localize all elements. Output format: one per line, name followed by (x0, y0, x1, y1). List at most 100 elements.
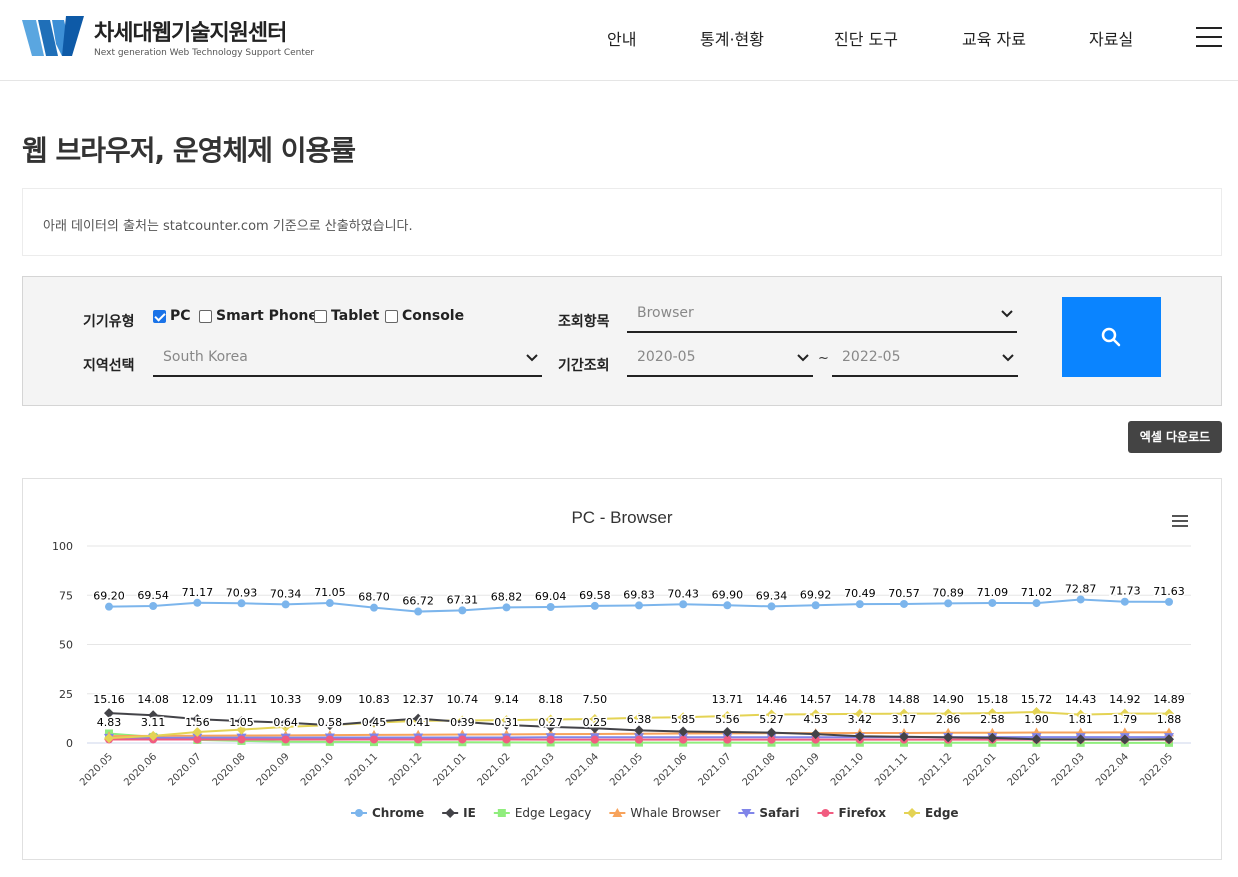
data-point (325, 599, 334, 608)
data-point (810, 709, 821, 720)
x-tick-label: 2022.03 (1050, 751, 1087, 788)
period-to-select[interactable]: 2022-05 (832, 343, 1018, 377)
nav-item-archive[interactable]: 자료실 (1089, 30, 1134, 49)
data-point (635, 601, 643, 610)
search-button[interactable] (1062, 297, 1161, 377)
data-label: 1.88 (1157, 713, 1182, 726)
x-tick-label: 2020.08 (211, 751, 248, 788)
data-label: 0.64 (273, 716, 298, 729)
data-point (811, 601, 820, 610)
chart-menu-icon[interactable] (1172, 515, 1190, 529)
nav-item-education[interactable]: 교육 자료 (962, 30, 1026, 49)
x-tick-label: 2022.04 (1094, 751, 1131, 788)
query-item-select[interactable]: Browser (627, 299, 1017, 333)
x-tick-label: 2020.07 (166, 751, 203, 788)
data-label: 69.90 (712, 588, 744, 601)
data-label: 5.56 (715, 713, 740, 726)
data-point (679, 600, 688, 609)
data-point (589, 723, 600, 734)
region-select[interactable]: South Korea (153, 343, 542, 377)
chevron-down-icon (1001, 310, 1013, 318)
data-label: 9.09 (318, 693, 343, 706)
device-checkbox-console[interactable]: Console (385, 308, 464, 324)
data-label: 10.33 (270, 693, 302, 706)
data-point (1031, 707, 1042, 718)
device-checkbox-smartphone[interactable]: Smart Phone (199, 308, 318, 324)
legend-item-edge: Edge (925, 806, 959, 820)
period-from-value: 2020-05 (637, 349, 696, 365)
data-label: 5.85 (671, 713, 696, 726)
data-point (236, 716, 247, 727)
data-label: 1.81 (1068, 713, 1093, 726)
data-point (369, 716, 379, 727)
data-label: 69.58 (579, 589, 611, 602)
data-point (766, 709, 777, 720)
data-label: 10.83 (358, 693, 390, 706)
site-logo[interactable]: 차세대웹기술지원센터 Next generation Web Technolog… (22, 16, 314, 62)
chart-panel: PC - Browser 0 25 50 75 100 2020.05 2020.06 2020… (22, 478, 1222, 860)
data-point (590, 735, 599, 744)
data-label: 0.58 (318, 716, 343, 729)
nav-item-diagnostic-tools[interactable]: 진단 도구 (834, 30, 898, 49)
data-label: 14.46 (756, 693, 788, 706)
data-point (148, 730, 159, 741)
data-point (546, 735, 555, 744)
data-label: 67.31 (447, 593, 479, 606)
data-label: 15.72 (1021, 693, 1053, 706)
data-point (502, 603, 511, 612)
data-point (545, 721, 556, 732)
nav-item-guide[interactable]: 안내 (607, 30, 637, 49)
data-label: 70.57 (888, 587, 920, 600)
data-label: 69.04 (535, 590, 567, 603)
data-point (457, 716, 468, 727)
checkbox-checked-icon[interactable] (153, 309, 166, 323)
query-item-value: Browser (637, 305, 694, 321)
checkbox-icon[interactable] (199, 309, 212, 323)
data-label: 69.34 (756, 589, 788, 602)
nav-item-statistics[interactable]: 통계·현황 (700, 30, 764, 49)
y-tick-label: 50 (59, 639, 73, 652)
query-item-label: 조회항목 (558, 314, 610, 330)
data-point (413, 713, 424, 724)
data-point (104, 733, 114, 744)
data-label: 69.54 (137, 589, 169, 602)
data-point (855, 600, 864, 609)
data-label: 12.09 (182, 693, 214, 706)
data-point (281, 735, 290, 744)
y-tick-label: 0 (66, 737, 73, 750)
data-label: 68.70 (358, 591, 390, 604)
checkbox-icon[interactable] (314, 309, 327, 323)
data-label: 0.45 (362, 716, 387, 729)
x-tick-label: 2021.05 (608, 751, 645, 788)
data-point (445, 808, 456, 818)
device-checkbox-tablet[interactable]: Tablet (314, 308, 379, 324)
period-separator: ~ (818, 351, 829, 366)
legend-item-firefox: Firefox (838, 806, 886, 820)
data-point (1165, 597, 1173, 606)
legend-item-whale-browser: Whale Browser (630, 806, 720, 820)
x-tick-label: 2021.09 (785, 751, 822, 788)
logo-subtitle: Next generation Web Technology Support C… (94, 47, 315, 58)
data-label: 71.05 (314, 586, 346, 599)
data-point (193, 735, 202, 744)
region-value: South Korea (163, 349, 248, 365)
source-notice: 아래 데이터의 출처는 statcounter.com 기준으로 산출하였습니다… (22, 188, 1222, 256)
data-point (767, 735, 776, 744)
data-point (612, 808, 623, 817)
data-label: 14.90 (932, 693, 964, 706)
data-label: 13.71 (712, 693, 744, 706)
device-checkbox-pc[interactable]: PC (153, 308, 191, 324)
period-from-select[interactable]: 2020-05 (627, 343, 813, 377)
x-tick-label: 2021.06 (652, 751, 689, 788)
x-tick-label: 2022.05 (1138, 751, 1175, 788)
checkbox-icon[interactable] (385, 309, 398, 323)
x-tick-label: 2021.04 (564, 751, 601, 788)
x-tick-label: 2022.01 (961, 751, 998, 788)
hamburger-icon[interactable] (1196, 27, 1222, 47)
device-type-label: 기기유형 (83, 314, 135, 330)
excel-download-button[interactable]: 엑셀 다운로드 (1128, 421, 1222, 453)
data-point (679, 735, 688, 744)
data-label: 14.43 (1065, 693, 1097, 706)
data-point (854, 731, 865, 742)
data-point (148, 710, 159, 721)
